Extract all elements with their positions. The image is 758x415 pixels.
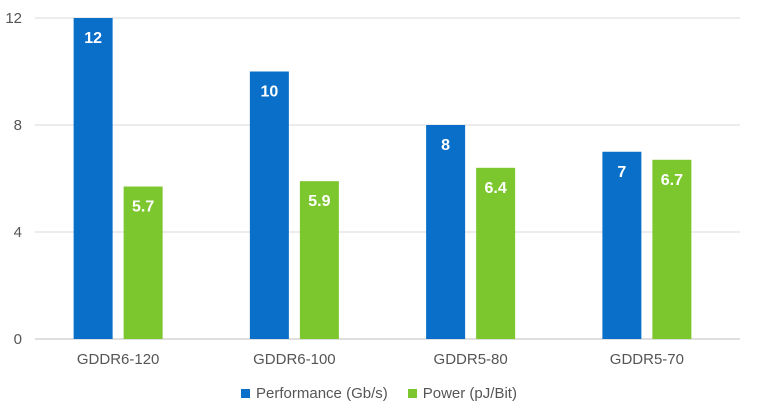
- y-tick-label: 12: [5, 10, 22, 27]
- bar-performance: [73, 18, 113, 339]
- legend-label-power: Power (pJ/Bit): [422, 385, 517, 402]
- data-label: 5.7: [132, 199, 154, 216]
- bar-performance: [249, 71, 289, 339]
- bar-chart: 0 4 8 12 12 5.7 GDDR6-120 10 5.9 GDDR6-100 8 6.4 GDD…: [5, 10, 740, 368]
- data-label: 10: [260, 84, 278, 101]
- data-label: 8: [441, 137, 450, 154]
- x-category-label: GDDR5-80: [434, 351, 508, 368]
- data-label: 12: [84, 30, 102, 47]
- y-tick-label: 4: [14, 224, 22, 241]
- bar-power: [123, 186, 163, 339]
- data-label: 6.7: [661, 172, 683, 189]
- bar-performance: [602, 151, 642, 339]
- data-label: 6.4: [485, 180, 507, 197]
- y-tick-label: 8: [14, 117, 22, 134]
- legend-swatch-performance: [241, 389, 251, 398]
- x-category-label: GDDR6-100: [253, 351, 336, 368]
- legend-swatch-power: [407, 389, 417, 398]
- legend-item-power: Power (pJ/Bit): [407, 385, 517, 402]
- legend-item-performance: Performance (Gb/s): [241, 385, 388, 402]
- bar-power: [476, 167, 516, 339]
- chart-legend: Performance (Gb/s) Power (pJ/Bit): [0, 385, 758, 402]
- legend-label-performance: Performance (Gb/s): [256, 385, 388, 402]
- data-label: 5.9: [308, 193, 330, 210]
- bar-power: [652, 159, 692, 339]
- bar-power: [299, 181, 339, 339]
- x-category-label: GDDR6-120: [77, 351, 160, 368]
- data-label: 7: [617, 164, 626, 181]
- bar-performance: [426, 125, 466, 339]
- y-tick-label: 0: [14, 331, 22, 348]
- x-category-label: GDDR5-70: [610, 351, 684, 368]
